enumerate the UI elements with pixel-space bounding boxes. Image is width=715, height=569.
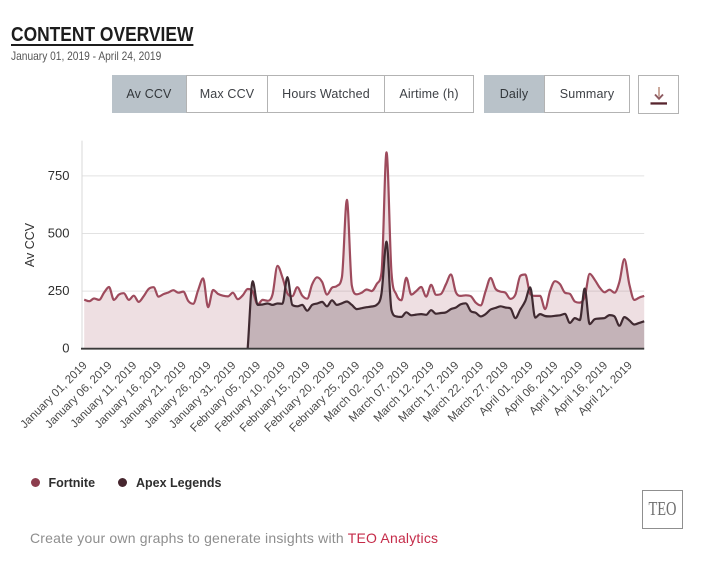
svg-text:Av CCV: Av CCV (23, 222, 37, 267)
svg-text:750: 750 (48, 168, 70, 183)
svg-text:500: 500 (48, 226, 70, 241)
svg-text:0: 0 (62, 341, 69, 356)
svg-text:250: 250 (48, 283, 70, 298)
